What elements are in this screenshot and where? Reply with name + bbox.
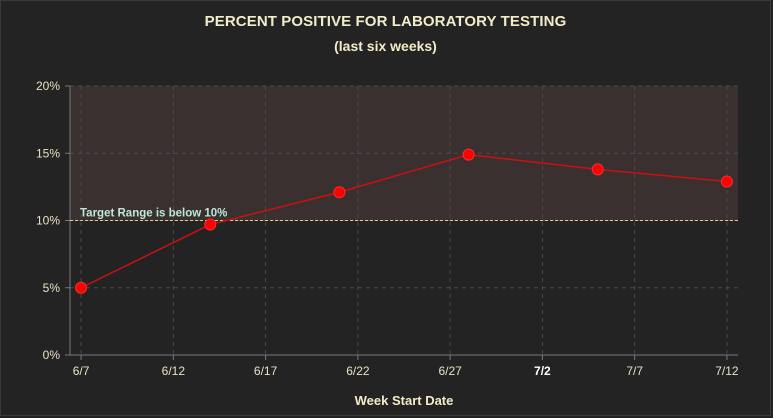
target-exceeded-band <box>70 86 738 221</box>
x-tick-label: 7/7 <box>626 364 643 378</box>
x-tick-label: 7/2 <box>534 364 551 378</box>
x-tick-label: 7/12 <box>715 364 739 378</box>
data-point <box>720 175 733 188</box>
target-range-label: Target Range is below 10% <box>80 208 227 220</box>
x-tick-label: 6/7 <box>73 364 90 378</box>
data-point <box>75 281 88 294</box>
x-axis-label: Week Start Date <box>355 393 454 408</box>
series-line <box>80 153 727 289</box>
grid-lines <box>70 85 738 355</box>
y-tick-label: 5% <box>43 281 61 295</box>
data-point <box>333 186 346 199</box>
chart-title: PERCENT POSITIVE FOR LABORATORY TESTING <box>204 13 567 30</box>
data-point <box>204 218 217 231</box>
chart-subtitle: (last six weeks) <box>334 38 437 54</box>
data-point <box>591 163 604 176</box>
x-axis-ticks: 6/7 6/12 6/17 6/22 6/27 7/2 7/7 7/12 <box>73 355 739 378</box>
y-axis-ticks: 0% 5% 10% 15% 20% <box>36 79 70 362</box>
y-tick-label: 0% <box>43 348 61 362</box>
x-tick-label: 6/12 <box>162 364 186 378</box>
y-tick-label: 15% <box>36 146 60 160</box>
x-tick-label: 6/17 <box>254 364 278 378</box>
x-tick-label: 6/27 <box>438 364 462 378</box>
data-points <box>75 148 733 294</box>
y-tick-label: 10% <box>36 214 60 228</box>
y-tick-label: 20% <box>36 79 60 93</box>
data-point <box>462 148 475 161</box>
x-tick-label: 6/22 <box>346 364 370 378</box>
